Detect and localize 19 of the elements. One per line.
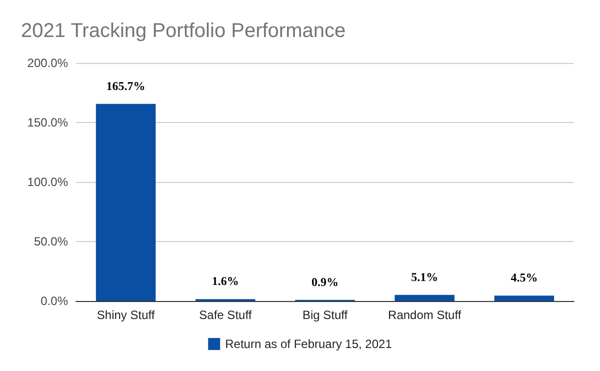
data-label: 1.6%	[212, 274, 239, 288]
x-tick-label: Safe Stuff	[199, 308, 252, 322]
y-tick-label: 200.0%	[27, 56, 68, 70]
x-tick-label: Big Stuff	[302, 308, 348, 322]
data-label: 4.5%	[510, 270, 538, 285]
data-label: 165.7%	[106, 78, 146, 93]
bar	[394, 294, 454, 301]
data-label: 5.1%	[411, 270, 438, 284]
data-label: 0.9%	[312, 274, 338, 289]
x-tick-label: Random Stuff	[388, 308, 462, 322]
chart-title: 2021 Tracking Portfolio Performance	[21, 20, 346, 42]
legend-label: Return as of February 15, 2021	[225, 337, 392, 351]
y-tick-label: 150.0%	[27, 116, 68, 130]
y-tick-label: 0.0%	[40, 294, 68, 308]
y-tick-label: 50.0%	[34, 234, 68, 248]
bar	[96, 104, 156, 301]
y-tick-label: 100.0%	[27, 175, 68, 189]
bar	[494, 296, 554, 301]
x-tick-label: Shiny Stuff	[96, 308, 156, 322]
